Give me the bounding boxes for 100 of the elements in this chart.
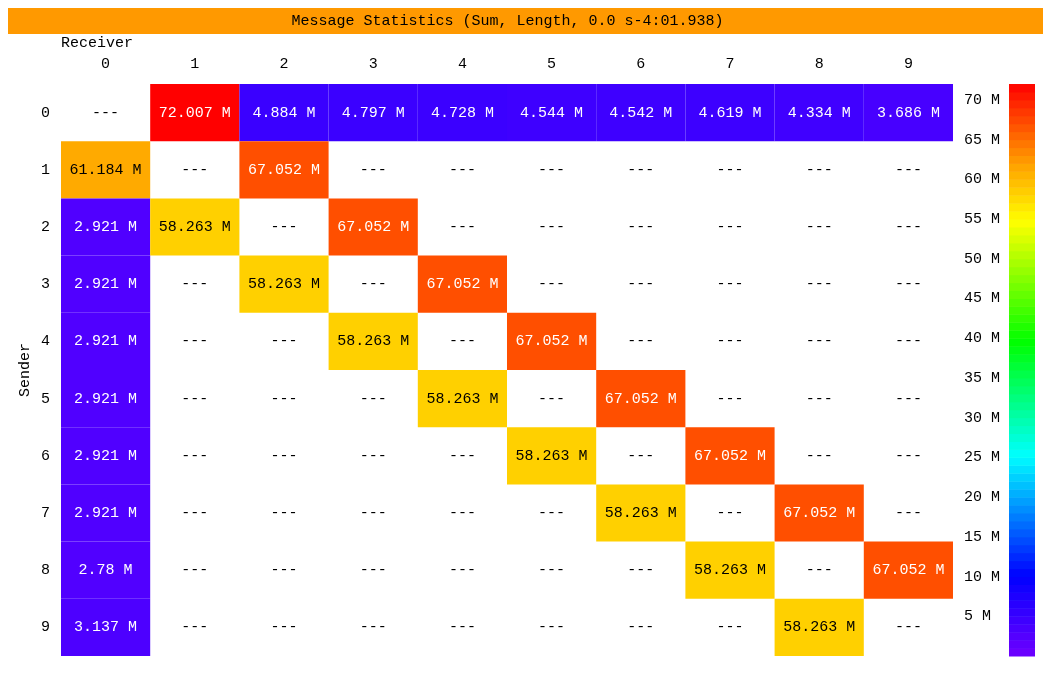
text: --- (359, 504, 387, 522)
data-label: 67.052 M (783, 504, 856, 522)
text: --- (448, 161, 476, 179)
color-bar-label: 70 M (963, 91, 1001, 109)
text: --- (894, 619, 922, 637)
text: --- (627, 218, 655, 236)
text: --- (181, 447, 209, 465)
text: --- (448, 333, 476, 351)
data-label: 2.921 M (74, 333, 138, 351)
y-tick-label: 2 (40, 218, 50, 236)
text: --- (538, 276, 566, 294)
x-tick-label: 9 (903, 55, 913, 73)
data-label: 58.263 M (426, 390, 499, 408)
data-label: 4.542 M (609, 104, 673, 122)
text: --- (716, 218, 744, 236)
text: --- (538, 161, 566, 179)
y-tick-label: 6 (40, 447, 50, 465)
data-label: 4.728 M (430, 104, 494, 122)
text: --- (627, 333, 655, 351)
data-label: 58.263 M (247, 276, 321, 294)
data-label: 58.263 M (515, 447, 588, 465)
color-bar-label: 30 M (963, 409, 1001, 427)
text: --- (627, 447, 655, 465)
text: --- (805, 390, 833, 408)
data-label: 4.884 M (252, 104, 316, 122)
color-bar-label: 65 M (963, 131, 1001, 149)
text: --- (538, 562, 566, 580)
text: --- (181, 333, 209, 351)
data-label: 58.263 M (158, 218, 231, 236)
text: --- (805, 447, 833, 465)
y-tick-label: 4 (40, 333, 50, 351)
data-label: 67.052 M (337, 218, 410, 236)
text: --- (805, 276, 833, 294)
data-label: 72.007 M (158, 104, 231, 122)
text: --- (448, 218, 476, 236)
text: --- (181, 504, 209, 522)
text: --- (181, 390, 209, 408)
data-label: 67.052 M (247, 161, 321, 179)
y-axis-title: Sender (16, 342, 34, 398)
text: --- (181, 619, 209, 637)
data-label: 2.78 M (78, 562, 133, 580)
text: --- (716, 390, 744, 408)
text: --- (359, 619, 387, 637)
text: --- (805, 562, 833, 580)
text: --- (359, 390, 387, 408)
x-tick-label: 7 (725, 55, 735, 73)
text: --- (627, 619, 655, 637)
text: --- (894, 333, 922, 351)
text: --- (270, 562, 298, 580)
data-label: 4.797 M (341, 104, 405, 122)
data-label: 58.263 M (337, 333, 410, 351)
data-label: 2.921 M (74, 218, 138, 236)
data-label: 58.263 M (783, 619, 856, 637)
data-label: 58.263 M (693, 562, 766, 580)
text: --- (805, 218, 833, 236)
text: --- (538, 390, 566, 408)
data-label: 2.921 M (74, 504, 138, 522)
y-tick-label: 3 (40, 276, 50, 294)
x-tick-label: 1 (190, 55, 200, 73)
text: --- (894, 161, 922, 179)
text: --- (805, 333, 833, 351)
color-bar-label: 45 M (963, 290, 1001, 308)
text: --- (538, 218, 566, 236)
color-bar-label: 20 M (963, 489, 1001, 507)
text: --- (181, 562, 209, 580)
color-bar-label: 10 M (963, 568, 1001, 586)
text: --- (716, 161, 744, 179)
text: --- (448, 447, 476, 465)
text: --- (359, 447, 387, 465)
data-label: 4.619 M (698, 104, 762, 122)
text: --- (270, 619, 298, 637)
text: --- (270, 218, 298, 236)
data-label: 2.921 M (74, 390, 138, 408)
text: --- (359, 161, 387, 179)
data-label: 58.263 M (604, 504, 677, 522)
text: --- (716, 276, 744, 294)
text: --- (359, 276, 387, 294)
text: --- (359, 562, 387, 580)
text: --- (894, 390, 922, 408)
color-bar-label: 35 M (963, 369, 1001, 387)
x-tick-label: 6 (636, 55, 646, 73)
text: --- (448, 562, 476, 580)
color-bar-label: 5 M (963, 608, 992, 626)
text: --- (270, 390, 298, 408)
text: --- (181, 276, 209, 294)
y-tick-label: 0 (40, 104, 50, 122)
color-bar-label: 60 M (963, 171, 1001, 189)
color-bar-label: 40 M (963, 330, 1001, 348)
data-label: 67.052 M (426, 276, 499, 294)
text: --- (92, 104, 120, 122)
text: --- (716, 333, 744, 351)
text: --- (894, 447, 922, 465)
x-tick-label: 4 (457, 55, 467, 73)
text: --- (894, 504, 922, 522)
data-label: 67.052 M (693, 447, 766, 465)
text: --- (181, 161, 209, 179)
y-tick-label: 8 (40, 562, 50, 580)
data-label: 67.052 M (515, 333, 588, 351)
data-label: 2.921 M (74, 276, 138, 294)
data-label: 4.334 M (787, 104, 851, 122)
